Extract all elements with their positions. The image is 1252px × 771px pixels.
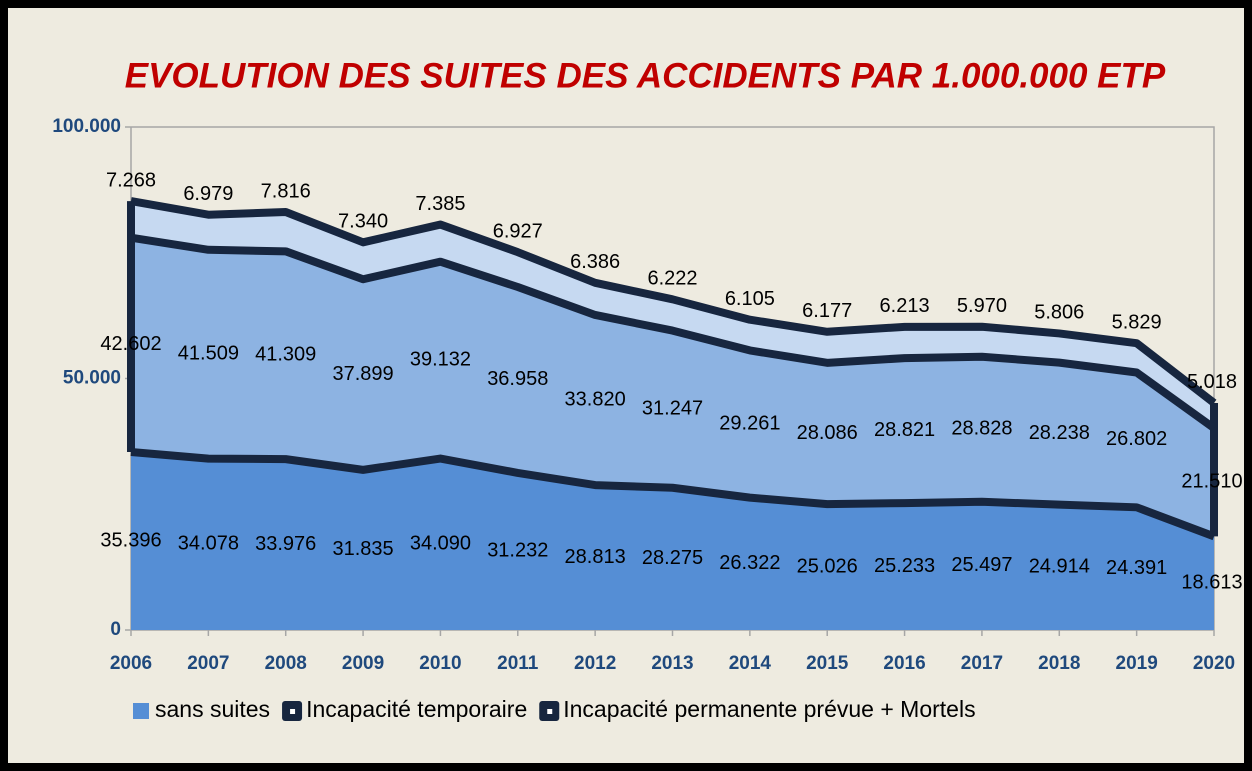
- y-tick-label: 100.000: [52, 116, 121, 137]
- x-tick-label: 2010: [419, 653, 461, 674]
- data-label: 6.177: [802, 300, 852, 322]
- x-tick-label: 2015: [806, 653, 849, 674]
- data-label: 6.222: [647, 268, 697, 290]
- data-label: 5.806: [1034, 302, 1084, 324]
- data-label: 7.340: [338, 211, 388, 233]
- data-label: 6.105: [725, 288, 775, 310]
- y-tick-label: 0: [110, 619, 121, 640]
- legend-label: sans suites: [155, 696, 270, 722]
- data-label: 7.816: [261, 180, 311, 202]
- data-label: 6.213: [880, 295, 930, 317]
- x-tick-label: 2007: [187, 653, 229, 674]
- area-outline: [130, 447, 1216, 541]
- data-label: 28.821: [874, 419, 935, 441]
- x-tick-label: 2006: [110, 653, 152, 674]
- data-label: 24.914: [1029, 556, 1090, 578]
- data-label: 24.391: [1106, 557, 1167, 579]
- data-label: 31.247: [642, 397, 703, 419]
- area: [131, 201, 1214, 429]
- data-label: 5.018: [1187, 371, 1237, 393]
- x-tick-label: 2014: [729, 653, 772, 674]
- data-label: 6.979: [183, 183, 233, 205]
- data-label: 29.261: [719, 412, 780, 434]
- data-label: 41.509: [178, 342, 239, 364]
- data-label: 7.268: [106, 169, 156, 191]
- x-tick-label: 2012: [574, 653, 616, 674]
- data-label: 28.238: [1029, 422, 1090, 444]
- data-label: 6.927: [493, 220, 543, 242]
- x-tick-label: 2008: [265, 653, 307, 674]
- data-label: 34.090: [410, 533, 471, 555]
- legend: sans suites Incapacité temporaire Incapaci…: [133, 696, 976, 722]
- data-label: 25.026: [797, 555, 858, 577]
- data-label: 35.396: [100, 529, 161, 551]
- data-label: 31.232: [487, 540, 548, 562]
- data-label: 31.835: [332, 538, 393, 560]
- legend-swatch: [133, 703, 149, 719]
- data-label: 42.602: [100, 333, 161, 355]
- data-label: 25.497: [951, 554, 1012, 576]
- x-tick-label: 2020: [1193, 653, 1235, 674]
- data-label: 7.385: [415, 193, 465, 215]
- x-tick-label: 2016: [883, 653, 925, 674]
- data-label: 28.813: [565, 546, 626, 568]
- area: [131, 451, 1214, 630]
- data-label: 18.613: [1181, 571, 1242, 593]
- data-label: 28.275: [642, 547, 703, 569]
- legend-swatch-inner: [547, 709, 553, 714]
- area-outline: [130, 233, 1217, 432]
- data-label: 37.899: [332, 363, 393, 385]
- data-label: 5.829: [1112, 311, 1162, 333]
- legend-label: Incapacité permanente prévue + Mortels: [563, 696, 975, 722]
- legend-swatch-inner: [290, 709, 296, 714]
- data-label: 25.233: [874, 555, 935, 577]
- x-tick-label: 2018: [1038, 653, 1080, 674]
- x-tick-label: 2017: [961, 653, 1003, 674]
- data-label: 21.510: [1181, 471, 1242, 493]
- data-label: 34.078: [178, 533, 239, 555]
- data-label: 41.309: [255, 343, 316, 365]
- chart-title: EVOLUTION DES SUITES DES ACCIDENTS PAR 1…: [125, 56, 1166, 95]
- data-label: 33.976: [255, 533, 316, 555]
- data-label: 33.820: [565, 388, 626, 410]
- legend-label: Incapacité temporaire: [306, 696, 527, 722]
- x-tick-label: 2009: [342, 653, 384, 674]
- data-label: 26.802: [1106, 428, 1167, 450]
- area-outline: [130, 197, 1217, 407]
- data-label: 28.828: [951, 418, 1012, 440]
- data-label: 5.970: [957, 295, 1007, 317]
- data-label: 6.386: [570, 251, 620, 273]
- x-tick-label: 2019: [1116, 653, 1158, 674]
- y-tick-label: 50.000: [63, 368, 121, 389]
- data-label: 39.132: [410, 348, 471, 370]
- data-label: 36.958: [487, 368, 548, 390]
- data-label: 26.322: [719, 552, 780, 574]
- data-label: 28.086: [797, 422, 858, 444]
- x-tick-label: 2013: [651, 653, 693, 674]
- x-tick-label: 2011: [497, 653, 539, 674]
